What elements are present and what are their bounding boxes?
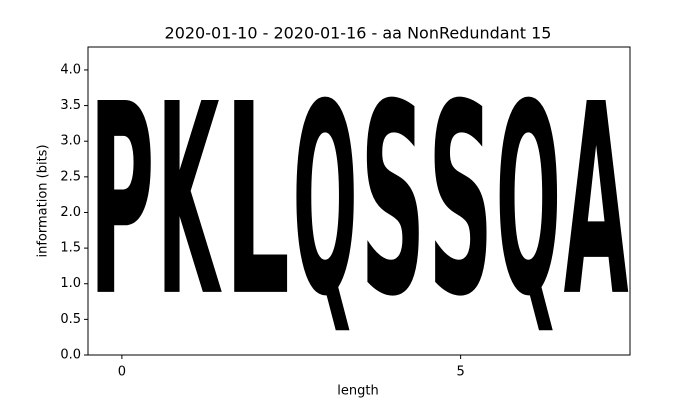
y-tick-label: 3.5 [60, 98, 81, 113]
y-tick-label: 1.0 [60, 276, 81, 291]
y-axis-label: information (bits) [36, 144, 51, 257]
x-tick-label: 5 [456, 365, 464, 380]
logo-letter: L [225, 49, 290, 355]
y-tick-label: 2.5 [60, 169, 81, 184]
plot-frame [87, 46, 631, 356]
y-tick-label: 0.0 [60, 348, 81, 363]
y-tick-label: 2.0 [60, 205, 81, 220]
logo-letter: K [157, 47, 222, 354]
y-tick-label: 4.0 [60, 62, 81, 77]
logo-letter: S [428, 48, 493, 354]
y-tick-label: 3.0 [60, 134, 81, 149]
logo-letter: S [360, 48, 425, 354]
x-axis-label: length [337, 384, 378, 399]
logo-letter: A [564, 49, 629, 355]
logo-letter: Q [293, 47, 358, 354]
y-tick-label: 1.5 [60, 241, 81, 256]
y-tick-label: 0.5 [60, 312, 81, 327]
x-tick-label: 0 [118, 365, 126, 380]
logo-letter: P [89, 49, 154, 355]
chart-title: 2020-01-10 - 2020-01-16 - aa NonRedundan… [165, 24, 552, 43]
logo-letter: Q [496, 47, 561, 354]
